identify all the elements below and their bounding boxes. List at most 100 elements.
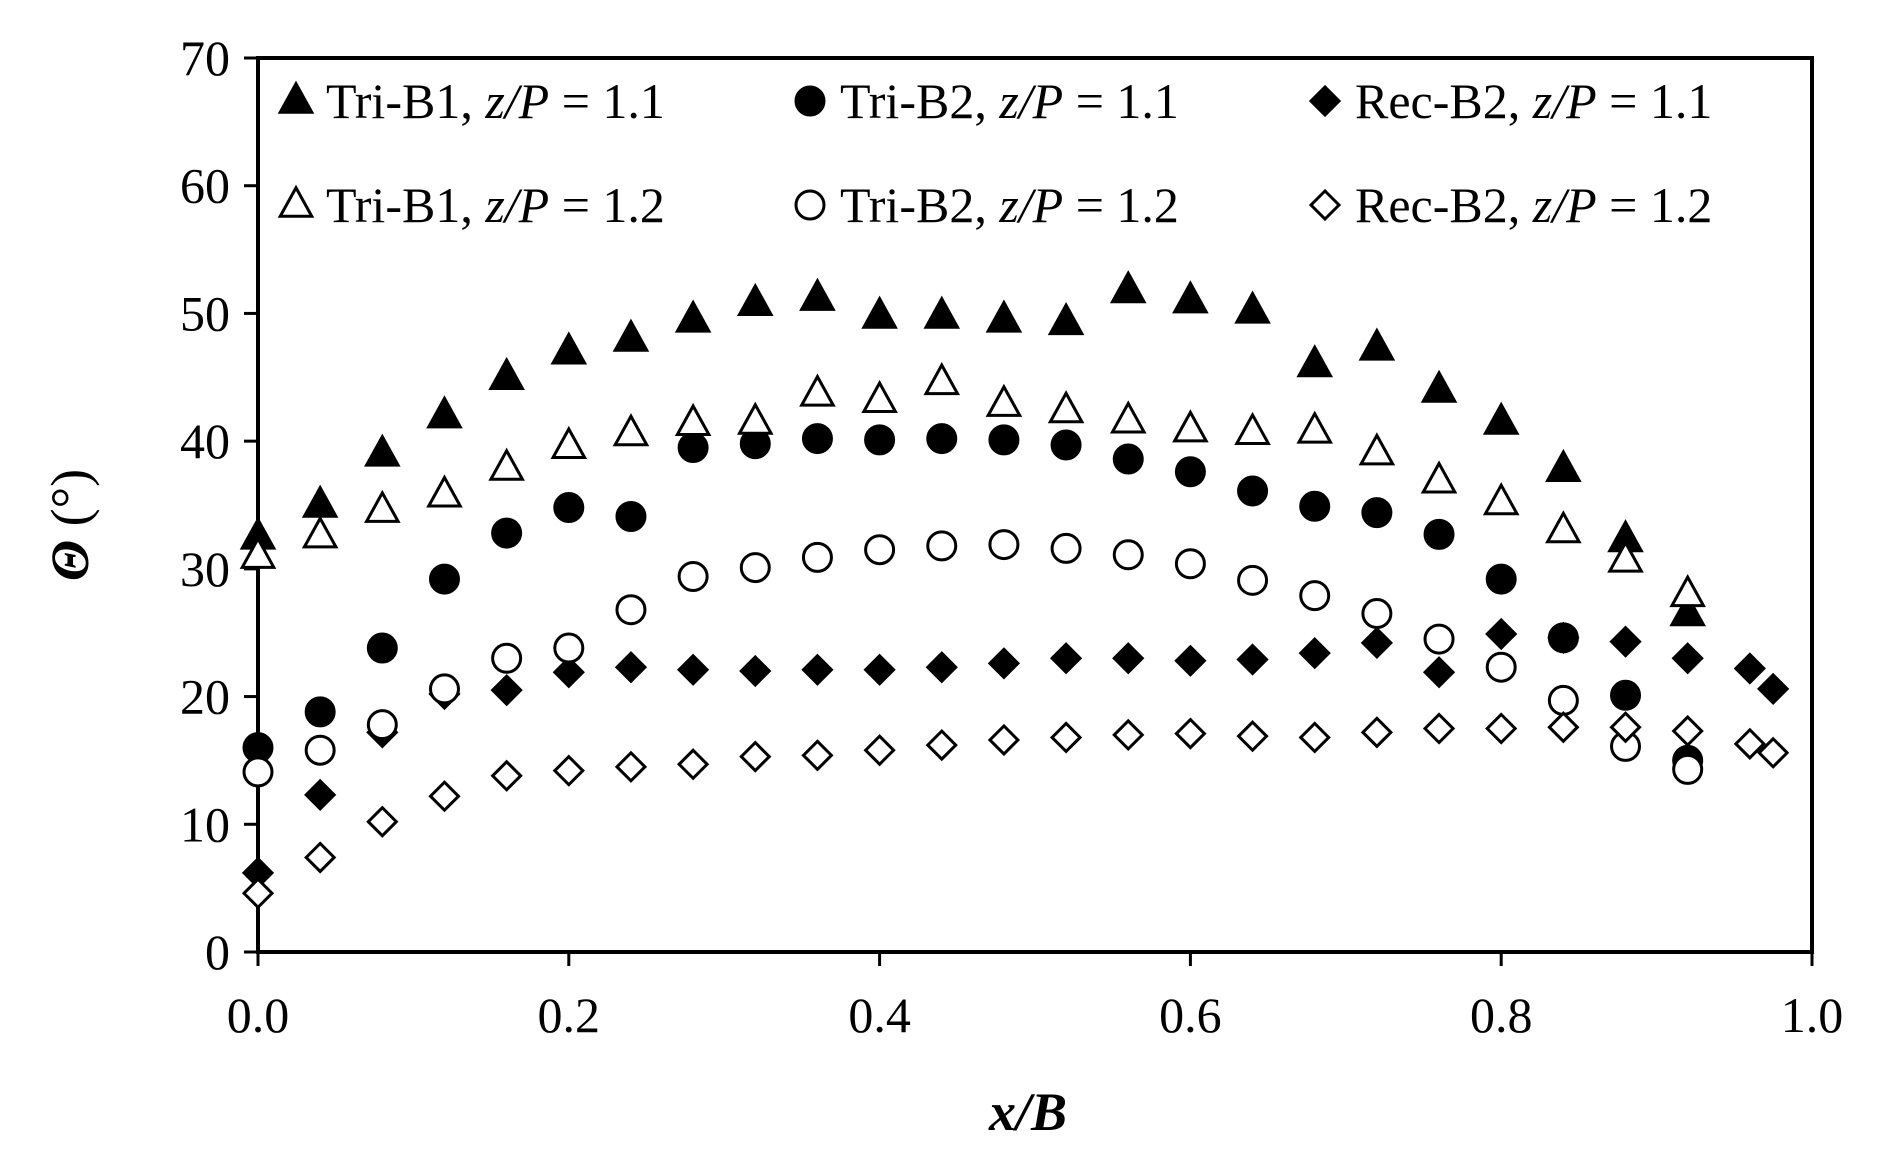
data-point bbox=[1420, 369, 1458, 403]
legend-marker bbox=[277, 80, 315, 114]
y-axis-title: Θ (°) bbox=[40, 469, 100, 581]
x-axis-title-den: B bbox=[1030, 1082, 1067, 1142]
data-point bbox=[987, 647, 1021, 680]
legend-item: Tri-B2, z/P = 1.2 bbox=[794, 177, 1179, 233]
data-point bbox=[1358, 432, 1396, 466]
data-point bbox=[1547, 684, 1579, 716]
data-point bbox=[304, 778, 337, 812]
data-point bbox=[614, 750, 648, 783]
data-point bbox=[1296, 410, 1334, 444]
data-point bbox=[861, 295, 898, 329]
data-point bbox=[1485, 712, 1518, 745]
x-tick-label: 0.2 bbox=[538, 987, 601, 1043]
data-point bbox=[1733, 727, 1766, 760]
legend: Tri-B1, z/P = 1.1 Tri-B2, z/P = 1.1 Rec-B2… bbox=[277, 73, 1712, 233]
data-point bbox=[1545, 448, 1582, 482]
data-point bbox=[1299, 580, 1331, 612]
data-point bbox=[552, 754, 585, 787]
y-axis: 0 10 20 30 40 50 60 70 bbox=[180, 30, 258, 980]
data-point bbox=[1234, 290, 1271, 324]
data-point bbox=[426, 474, 463, 508]
x-tick-label: 0.4 bbox=[848, 987, 911, 1043]
x-tick-label: 0.0 bbox=[227, 987, 290, 1043]
data-point bbox=[1050, 429, 1082, 461]
x-tick-label: 0.6 bbox=[1159, 987, 1222, 1043]
data-point bbox=[1112, 539, 1144, 571]
data-point bbox=[491, 517, 523, 549]
series-diamond-open bbox=[241, 711, 1790, 910]
data-point bbox=[674, 402, 712, 437]
data-point bbox=[987, 723, 1021, 757]
data-point bbox=[366, 805, 399, 838]
y-tick-label: 70 bbox=[180, 30, 230, 86]
data-point bbox=[801, 423, 833, 455]
legend-marker bbox=[277, 184, 315, 218]
data-point bbox=[1609, 625, 1642, 658]
data-point bbox=[799, 277, 836, 311]
data-point bbox=[1112, 443, 1144, 475]
data-point bbox=[301, 484, 339, 518]
data-point bbox=[1423, 623, 1455, 655]
data-point bbox=[1485, 651, 1517, 683]
data-point bbox=[739, 654, 772, 688]
data-point bbox=[1298, 637, 1331, 670]
x-tick-label: 1.0 bbox=[1781, 987, 1844, 1043]
data-point bbox=[1757, 736, 1790, 769]
y-axis-title-sym: Θ bbox=[40, 540, 100, 581]
data-point bbox=[925, 728, 958, 762]
legend-item: Tri-B1, z/P = 1.1 bbox=[277, 73, 665, 129]
data-point bbox=[1360, 626, 1394, 660]
data-point bbox=[676, 748, 710, 781]
data-point bbox=[801, 541, 833, 573]
data-point bbox=[366, 632, 398, 664]
data-point bbox=[864, 424, 896, 456]
data-point bbox=[925, 651, 958, 684]
data-point bbox=[550, 425, 588, 460]
data-point bbox=[1049, 721, 1083, 754]
data-point bbox=[1482, 482, 1520, 516]
data-point bbox=[428, 780, 461, 813]
data-point bbox=[553, 492, 585, 524]
data-point bbox=[1299, 490, 1331, 522]
legend-marker bbox=[794, 189, 826, 221]
data-point bbox=[1298, 721, 1331, 754]
series-layer bbox=[239, 270, 1790, 910]
data-point bbox=[615, 594, 647, 626]
data-point bbox=[985, 299, 1023, 333]
data-point bbox=[1547, 621, 1580, 654]
data-point bbox=[864, 534, 896, 566]
data-point bbox=[1049, 642, 1083, 675]
plot-area-border bbox=[256, 56, 1814, 954]
data-point bbox=[1422, 656, 1456, 689]
plot-frame bbox=[256, 56, 1814, 954]
legend-label: Tri-B1, z/P = 1.2 bbox=[326, 177, 665, 233]
data-point bbox=[1236, 643, 1269, 676]
data-point bbox=[1545, 510, 1582, 544]
data-point bbox=[1237, 475, 1269, 507]
data-point bbox=[923, 362, 961, 396]
data-point bbox=[677, 432, 709, 464]
data-point bbox=[739, 552, 771, 584]
data-point bbox=[1109, 270, 1147, 304]
data-point bbox=[1672, 753, 1704, 785]
y-tick-label: 60 bbox=[180, 158, 230, 214]
data-point bbox=[304, 696, 336, 728]
data-point bbox=[1669, 593, 1706, 627]
data-point bbox=[552, 656, 585, 689]
data-point bbox=[801, 653, 834, 686]
data-point bbox=[1358, 327, 1396, 361]
data-point bbox=[1174, 548, 1206, 580]
y-tick-label: 20 bbox=[180, 669, 230, 725]
data-point bbox=[1485, 563, 1517, 595]
data-point bbox=[1422, 712, 1456, 745]
x-axis: 0.0 0.2 0.4 0.6 0.8 1.0 bbox=[227, 952, 1844, 1043]
data-point bbox=[923, 295, 961, 329]
data-point bbox=[1733, 652, 1766, 685]
data-point bbox=[985, 383, 1023, 417]
data-point bbox=[1547, 711, 1580, 744]
x-axis-title: x/B bbox=[988, 1082, 1067, 1142]
legend-label: Rec-B2, z/P = 1.1 bbox=[1355, 73, 1712, 129]
y-tick-label: 40 bbox=[180, 413, 230, 469]
data-point bbox=[801, 739, 834, 772]
